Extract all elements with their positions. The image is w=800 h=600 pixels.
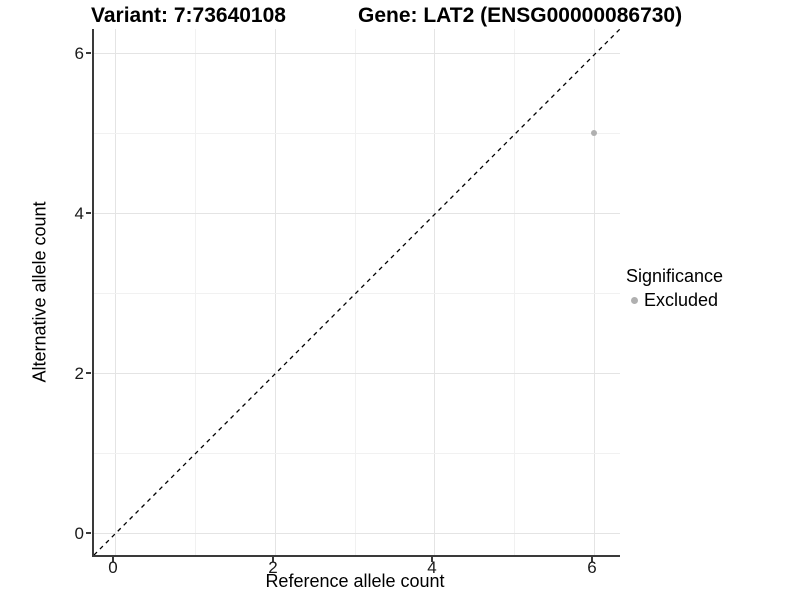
x-tick-mark [272, 557, 274, 562]
x-tick-label: 6 [587, 558, 597, 577]
gridline-major-v [275, 29, 276, 555]
gridline-minor-h [94, 453, 620, 454]
y-tick-label: 0 [74, 524, 84, 543]
x-tick-label: 4 [427, 558, 437, 577]
x-tick-mark [431, 557, 433, 562]
y-tick-mark [86, 212, 91, 214]
gridline-minor-h [94, 133, 620, 134]
gridline-minor-h [94, 293, 620, 294]
gridline-major-v [594, 29, 595, 555]
x-tick-label: 0 [108, 558, 118, 577]
gridline-major-h [94, 53, 620, 54]
gridline-major-h [94, 213, 620, 214]
gridline-minor-v [514, 29, 515, 555]
legend-key-circle-icon [631, 297, 638, 304]
y-tick-label: 4 [74, 204, 84, 223]
gridline-major-h [94, 373, 620, 374]
gridline-major-h [94, 533, 620, 534]
y-tick-mark [86, 52, 91, 54]
plot-panel [92, 29, 620, 557]
legend-entry-label: Excluded [644, 290, 719, 310]
y-tick-label: 6 [74, 44, 84, 63]
y-tick-mark [86, 532, 91, 534]
x-tick-label: 2 [268, 558, 278, 577]
gridline-minor-v [195, 29, 196, 555]
x-axis-title: Reference allele count [265, 571, 445, 591]
plot-title-gene: Gene: LAT2 (ENSG00000086730) [358, 4, 683, 27]
x-tick-mark [591, 557, 593, 562]
data-point [591, 130, 597, 136]
legend: Significance Excluded [626, 266, 723, 311]
legend-title: Significance [626, 266, 724, 286]
y-axis-title: Alternative allele count [29, 201, 50, 383]
y-tick-label: 2 [74, 364, 84, 383]
gridline-major-v [115, 29, 116, 555]
gridline-major-v [434, 29, 435, 555]
gridline-minor-v [355, 29, 356, 555]
plot-title-variant: Variant: 7:73640108 [91, 4, 286, 27]
x-tick-mark [112, 557, 114, 562]
y-tick-mark [86, 372, 91, 374]
identity-line-dashed [94, 29, 620, 555]
legend-entry-excluded: Excluded [626, 290, 723, 311]
